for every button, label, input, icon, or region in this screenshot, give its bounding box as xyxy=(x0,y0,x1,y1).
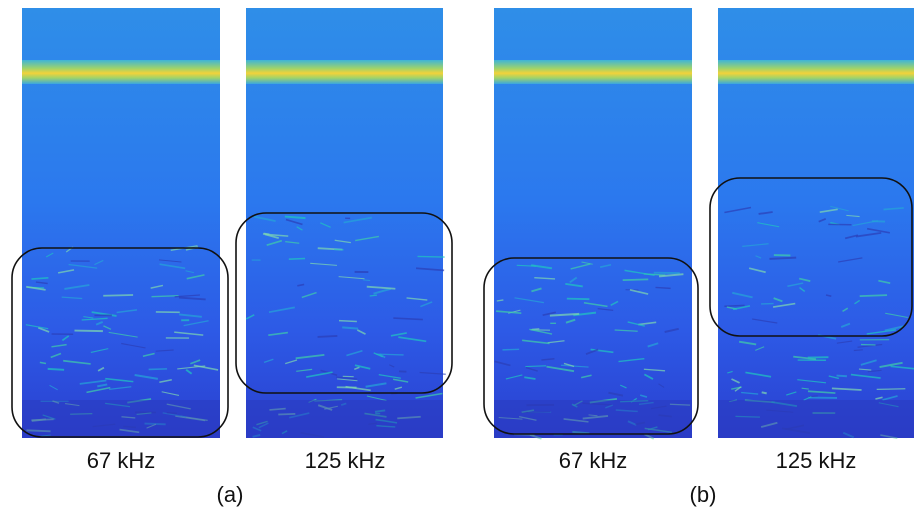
floor xyxy=(718,400,914,438)
texture xyxy=(103,295,133,296)
group-label: (a) xyxy=(217,482,244,507)
texture xyxy=(769,258,796,259)
texture xyxy=(149,369,167,370)
band xyxy=(718,60,914,84)
texture xyxy=(724,305,744,306)
texture xyxy=(74,331,102,332)
texture xyxy=(418,256,445,257)
texture xyxy=(502,349,519,350)
texture xyxy=(342,327,358,328)
texture xyxy=(318,336,338,337)
texture xyxy=(837,376,847,377)
floor xyxy=(246,400,443,438)
texture xyxy=(877,389,906,390)
texture xyxy=(861,344,876,345)
texture xyxy=(762,392,767,393)
group-label: (b) xyxy=(690,482,717,507)
texture xyxy=(363,280,370,281)
floor xyxy=(494,400,692,438)
texture xyxy=(339,321,357,322)
panel-label: 67 kHz xyxy=(559,448,627,473)
band xyxy=(494,60,692,84)
texture xyxy=(48,369,64,370)
texture xyxy=(370,295,377,296)
panel-label: 67 kHz xyxy=(87,448,155,473)
figure: 67 kHz 125 kHz 67 kHz 125 kHz (a) (b) xyxy=(0,0,914,514)
floor xyxy=(22,400,220,438)
texture xyxy=(567,299,590,300)
texture xyxy=(525,366,546,367)
texture xyxy=(854,350,863,351)
band xyxy=(22,60,220,84)
panel-label: 125 kHz xyxy=(305,448,386,473)
texture xyxy=(40,362,46,363)
panel-label: 125 kHz xyxy=(776,448,857,473)
band xyxy=(246,60,443,84)
texture xyxy=(623,279,649,280)
texture xyxy=(655,287,670,288)
spectrograms xyxy=(22,8,914,439)
texture xyxy=(289,258,305,259)
texture xyxy=(860,295,887,296)
